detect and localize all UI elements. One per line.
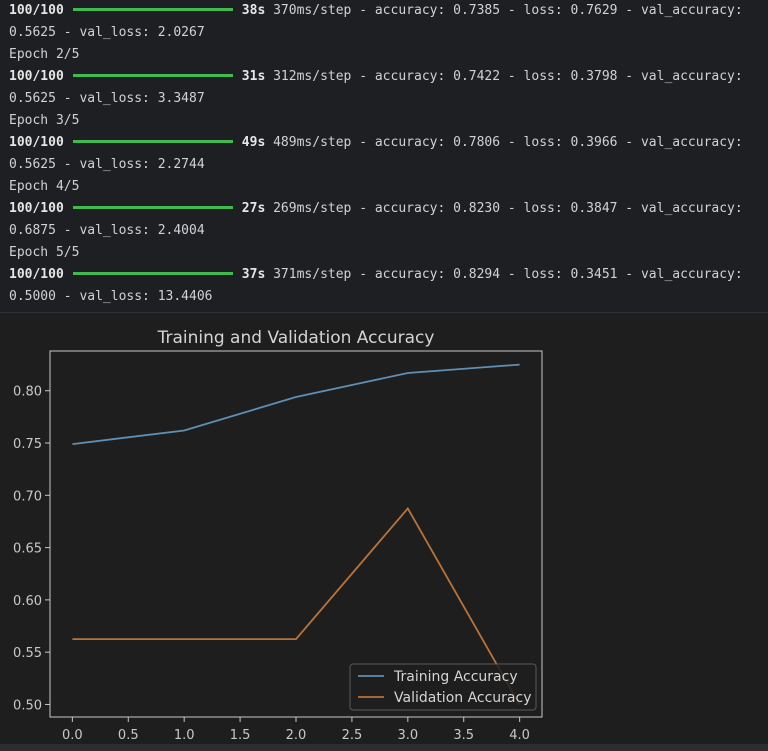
console-text-line: 0.5625 - val_loss: 2.0267 xyxy=(9,25,205,40)
metrics-text: 312ms/step - accuracy: 0.7422 - loss: 0.… xyxy=(265,69,743,84)
series-layer xyxy=(72,363,521,705)
x-tick-label: 1.5 xyxy=(230,728,251,743)
step-count: 100/100 xyxy=(9,267,64,282)
console-text-line: Epoch 2/5 xyxy=(9,47,80,62)
legend-label: Validation Accuracy xyxy=(394,690,532,706)
step-count: 100/100 xyxy=(9,69,64,84)
console-text-line: Epoch 4/5 xyxy=(9,179,80,194)
chart-title: Training and Validation Accuracy xyxy=(157,328,435,348)
epoch-time: 49s xyxy=(241,135,266,150)
metrics-text: 489ms/step - accuracy: 0.7806 - loss: 0.… xyxy=(265,135,743,150)
progress-line: 100/100 49s 489ms/step - accuracy: 0.7806… xyxy=(9,132,743,154)
step-count: 100/100 xyxy=(9,201,64,216)
y-tick-label: 0.60 xyxy=(13,594,42,609)
series-line-validation xyxy=(72,506,521,705)
accuracy-chart: Training and Validation Accuracy 0.0 0.5 1… xyxy=(13,328,543,743)
x-tick-label: 3.5 xyxy=(453,728,474,743)
output-divider xyxy=(0,312,768,313)
step-count: 100/100 xyxy=(9,3,64,18)
series-line-training xyxy=(72,363,520,445)
legend-label: Training Accuracy xyxy=(393,669,518,685)
epoch-time: 27s xyxy=(241,201,266,216)
legend-box xyxy=(349,663,537,711)
progress-line: 100/100 38s 370ms/step - accuracy: 0.7385… xyxy=(9,0,743,22)
y-tick-label: 0.80 xyxy=(13,385,42,400)
y-tick-label: 0.70 xyxy=(13,489,42,504)
step-count: 100/100 xyxy=(9,135,64,150)
progress-bar xyxy=(72,74,233,77)
axis-ticks: 0.0 0.5 1.0 1.5 2.0 2.5 3.0 3.5 4.0 0.50 0.55 0.60 0… xyxy=(13,385,530,743)
epoch-time: 38s xyxy=(241,3,266,18)
metrics-text: 371ms/step - accuracy: 0.8294 - loss: 0.… xyxy=(265,267,743,282)
metrics-text: 269ms/step - accuracy: 0.8230 - loss: 0.… xyxy=(265,201,743,216)
axes-frame xyxy=(49,350,543,718)
bottom-strip xyxy=(0,744,768,751)
plot-output: Training and Validation Accuracy 0.0 0.5 1… xyxy=(0,313,768,744)
progress-bar xyxy=(72,140,233,143)
console-text-line: 0.5625 - val_loss: 3.3487 xyxy=(9,91,205,106)
y-tick-label: 0.55 xyxy=(13,646,42,661)
metrics-text: 370ms/step - accuracy: 0.7385 - loss: 0.… xyxy=(265,3,743,18)
progress-line: 100/100 27s 269ms/step - accuracy: 0.8230… xyxy=(9,198,743,220)
x-tick-label: 2.5 xyxy=(342,728,363,743)
progress-line: 100/100 37s 371ms/step - accuracy: 0.8294… xyxy=(9,264,743,286)
x-tick-label: 0.5 xyxy=(118,728,139,743)
progress-line: 100/100 31s 312ms/step - accuracy: 0.7422… xyxy=(9,66,743,88)
progress-bar xyxy=(72,272,233,275)
x-tick-label: 0.0 xyxy=(62,728,83,743)
epoch-time: 37s xyxy=(241,267,266,282)
y-tick-label: 0.75 xyxy=(13,437,42,452)
console-text-line: Epoch 5/5 xyxy=(9,245,80,260)
progress-bar xyxy=(72,206,233,209)
console-text-line: Epoch 3/5 xyxy=(9,113,80,128)
x-tick-label: 2.0 xyxy=(286,728,307,743)
y-tick-label: 0.50 xyxy=(13,698,42,713)
console-output: 100/100 38s 370ms/step - accuracy: 0.7385… xyxy=(0,0,768,312)
epoch-time: 31s xyxy=(241,69,266,84)
x-tick-label: 3.0 xyxy=(397,728,418,743)
x-tick-label: 4.0 xyxy=(509,728,530,743)
legend: Training Accuracy Validation Accuracy xyxy=(349,663,537,711)
x-tick-label: 1.0 xyxy=(174,728,195,743)
console-text-line: 0.5000 - val_loss: 13.4406 xyxy=(9,289,213,304)
console-text-line: 0.5625 - val_loss: 2.2744 xyxy=(9,157,205,172)
progress-bar xyxy=(72,8,233,11)
console-text-line: 0.6875 - val_loss: 2.4004 xyxy=(9,223,205,238)
y-tick-label: 0.65 xyxy=(13,542,42,557)
